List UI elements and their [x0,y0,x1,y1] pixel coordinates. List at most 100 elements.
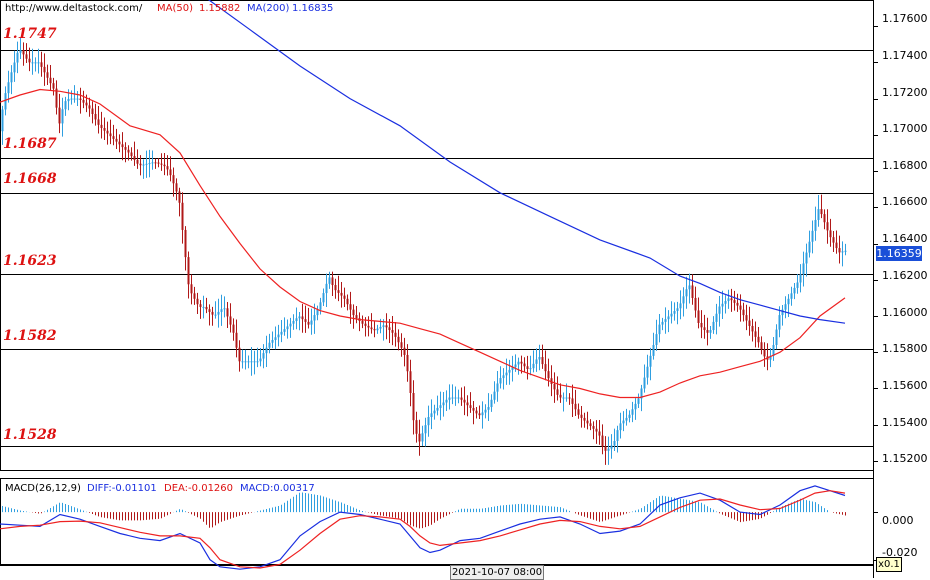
candle-body [451,397,454,399]
candle-body [73,98,76,100]
candle-body [829,230,832,238]
candle-body [796,282,799,288]
candle-body [283,329,286,332]
candle-body [616,430,619,442]
candle-body [289,323,292,327]
candle-body [172,175,175,184]
candle-body [787,298,790,305]
candle-body [394,332,397,337]
candle-body [625,417,628,421]
candle-body [28,58,31,63]
candle-body [1,109,4,132]
candle-body [727,298,730,302]
candle-body [499,378,502,384]
candle-body [712,321,715,331]
macd-y-tick: -0.020 [882,546,918,559]
candle-body [484,409,487,413]
candle-body [229,316,232,325]
y-tick: 1.17000 [882,122,928,135]
candle-body [328,277,331,284]
candle-body [340,292,343,296]
candle-body [541,357,544,365]
candle-body [271,340,274,343]
candle-body [253,361,256,363]
candle-body [196,298,199,305]
candle-body [634,403,637,410]
candle-body [79,98,82,100]
candle-body [361,320,364,324]
candle-body [448,397,451,400]
candle-body [751,325,754,332]
candle-body [733,300,736,303]
zoom-button[interactable]: x0.1 [876,557,902,572]
candle-body [427,417,430,426]
candle-body [103,128,106,131]
candle-body [571,398,574,404]
candle-body [346,298,349,305]
candle-body [520,361,523,364]
candle-body [4,93,7,110]
candle-body [202,306,205,308]
candle-body [178,191,181,203]
candle-body [658,324,661,335]
y-tick: 1.17400 [882,49,928,62]
candle-body [22,50,25,55]
support-resistance-lines [0,50,873,447]
candle-body [388,327,391,331]
candle-body [250,361,253,363]
candle-body [421,433,424,442]
candle-body [628,414,631,418]
candle-body [652,344,655,356]
y-tick: 1.17600 [882,12,928,25]
candle-body [502,375,505,379]
candle-body [742,309,745,316]
candle-body [523,363,526,367]
candle-body [670,313,673,317]
candle-body [205,306,208,310]
candle-body [7,82,10,94]
candle-body [184,229,187,258]
candle-body [814,219,817,231]
candle-body [88,105,91,109]
candle-body [631,409,634,415]
candle-body [841,251,844,253]
y-tick: 1.16000 [882,306,928,319]
candle-body [259,358,262,362]
candle-body [214,314,217,316]
level-label: 1.1623 [3,253,57,269]
candle-body [763,349,766,357]
y-tick: 1.15600 [882,379,928,392]
ma50-label: MA(50) [157,3,193,14]
candle-body [457,397,460,399]
candle-body [436,407,439,411]
candle-body [667,316,670,320]
candle-body [265,347,268,354]
macd-dea: DEA:-0.01260 [164,483,234,494]
candle-body [400,342,403,348]
candle-body [49,77,52,84]
candle-body [466,402,469,406]
candle-body [304,319,307,322]
candle-body [475,410,478,414]
candle-body [247,361,250,363]
candle-body [409,371,412,393]
candle-body [385,325,388,328]
candle-body [418,433,421,442]
candle-body [526,366,529,369]
candle-body [472,407,475,411]
candle-body [649,355,652,367]
candle-body [331,277,334,286]
candle-body [697,310,700,323]
candle-body [82,99,85,103]
macd-dea-line [0,490,846,569]
candle-body [403,347,406,355]
candle-body [37,62,40,64]
candle-body [397,336,400,343]
candle-body [715,313,718,322]
y-tick: 1.17200 [882,86,928,99]
candle-body [112,136,115,139]
chart-frame [0,0,878,578]
candle-body [454,397,457,399]
candle-body [217,311,220,315]
candle-body [775,329,778,345]
